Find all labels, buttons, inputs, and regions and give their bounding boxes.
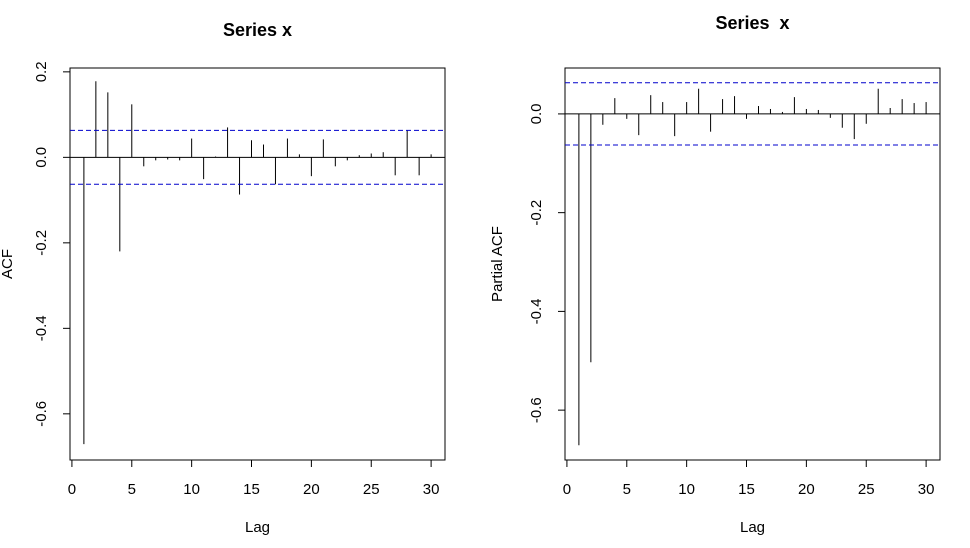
y-tick-label: -0.2 xyxy=(528,200,545,226)
x-tick-label: 30 xyxy=(918,481,935,498)
plot-frame xyxy=(69,67,446,461)
chart-title: Series x xyxy=(715,13,789,33)
y-tick-label: -0.6 xyxy=(528,397,545,423)
x-tick-label: 0 xyxy=(563,481,571,498)
plot-frame xyxy=(564,67,941,461)
y-tick-label: 0.0 xyxy=(528,103,545,124)
y-tick-label: 0.2 xyxy=(33,61,50,82)
y-tick-label: -0.6 xyxy=(33,401,50,427)
x-tick-label: 10 xyxy=(183,481,200,498)
x-tick-label: 30 xyxy=(423,481,440,498)
y-tick-label: 0.0 xyxy=(33,147,50,168)
x-tick-label: 10 xyxy=(678,481,695,498)
y-tick-label: -0.2 xyxy=(33,230,50,256)
x-axis-label: Lag xyxy=(740,519,765,536)
x-tick-label: 25 xyxy=(858,481,875,498)
x-tick-label: 20 xyxy=(303,481,320,498)
y-tick-label: -0.4 xyxy=(528,298,545,324)
x-tick-label: 15 xyxy=(243,481,260,498)
x-axis-label: Lag xyxy=(245,519,270,536)
y-axis-label: ACF xyxy=(0,249,16,279)
x-tick-label: 15 xyxy=(738,481,755,498)
x-tick-label: 5 xyxy=(128,481,136,498)
x-tick-label: 20 xyxy=(798,481,815,498)
x-tick-label: 25 xyxy=(363,481,380,498)
y-tick-label: -0.4 xyxy=(33,315,50,341)
chart-title: Series x xyxy=(223,20,292,40)
x-tick-label: 5 xyxy=(623,481,631,498)
x-tick-label: 0 xyxy=(68,481,76,498)
y-axis-label: Partial ACF xyxy=(489,226,506,302)
